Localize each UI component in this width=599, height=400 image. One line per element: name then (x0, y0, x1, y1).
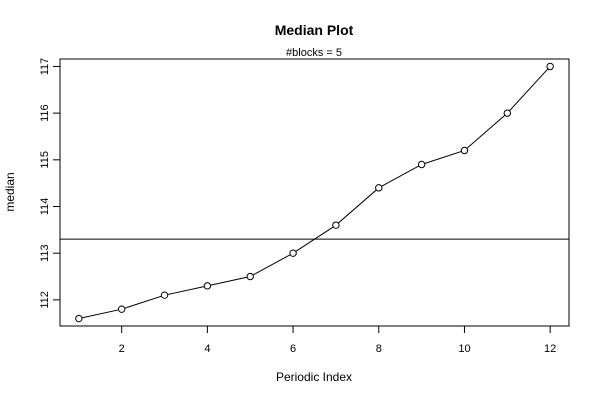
chart-title: Median Plot (275, 22, 354, 38)
y-axis-label: median (3, 172, 17, 211)
data-point (289, 249, 297, 257)
x-tick-label: 2 (119, 343, 125, 355)
x-tick-label: 10 (458, 343, 470, 355)
y-tick-label: 117 (39, 58, 51, 76)
x-tick-label: 12 (544, 343, 556, 355)
data-point (203, 282, 212, 290)
data-point (246, 272, 254, 281)
chart-subtitle: #blocks = 5 (286, 47, 342, 59)
data-point (75, 314, 83, 323)
y-tick-label: 115 (39, 151, 51, 169)
data-point (417, 160, 426, 169)
data-point (332, 221, 340, 229)
data-point (160, 291, 169, 299)
y-axis: 112 113 114 115 116 117 (39, 58, 60, 309)
x-tick-label: 8 (376, 343, 382, 355)
x-tick-label: 4 (204, 343, 210, 355)
y-tick-label: 116 (39, 104, 51, 122)
data-point (375, 184, 383, 192)
data-point (546, 62, 554, 71)
x-axis: 2 4 6 8 10 12 (119, 326, 556, 355)
y-tick-label: 114 (39, 198, 51, 216)
series-line (78, 66, 551, 320)
y-tick-label: 112 (39, 291, 51, 309)
x-tick-label: 6 (290, 343, 296, 355)
x-axis-label: Periodic Index (276, 370, 352, 384)
data-point (503, 109, 512, 117)
plot-area-frame (59, 58, 570, 327)
data-points (75, 62, 554, 323)
data-point (117, 305, 126, 313)
data-point (460, 146, 469, 155)
y-tick-label: 113 (39, 244, 51, 262)
